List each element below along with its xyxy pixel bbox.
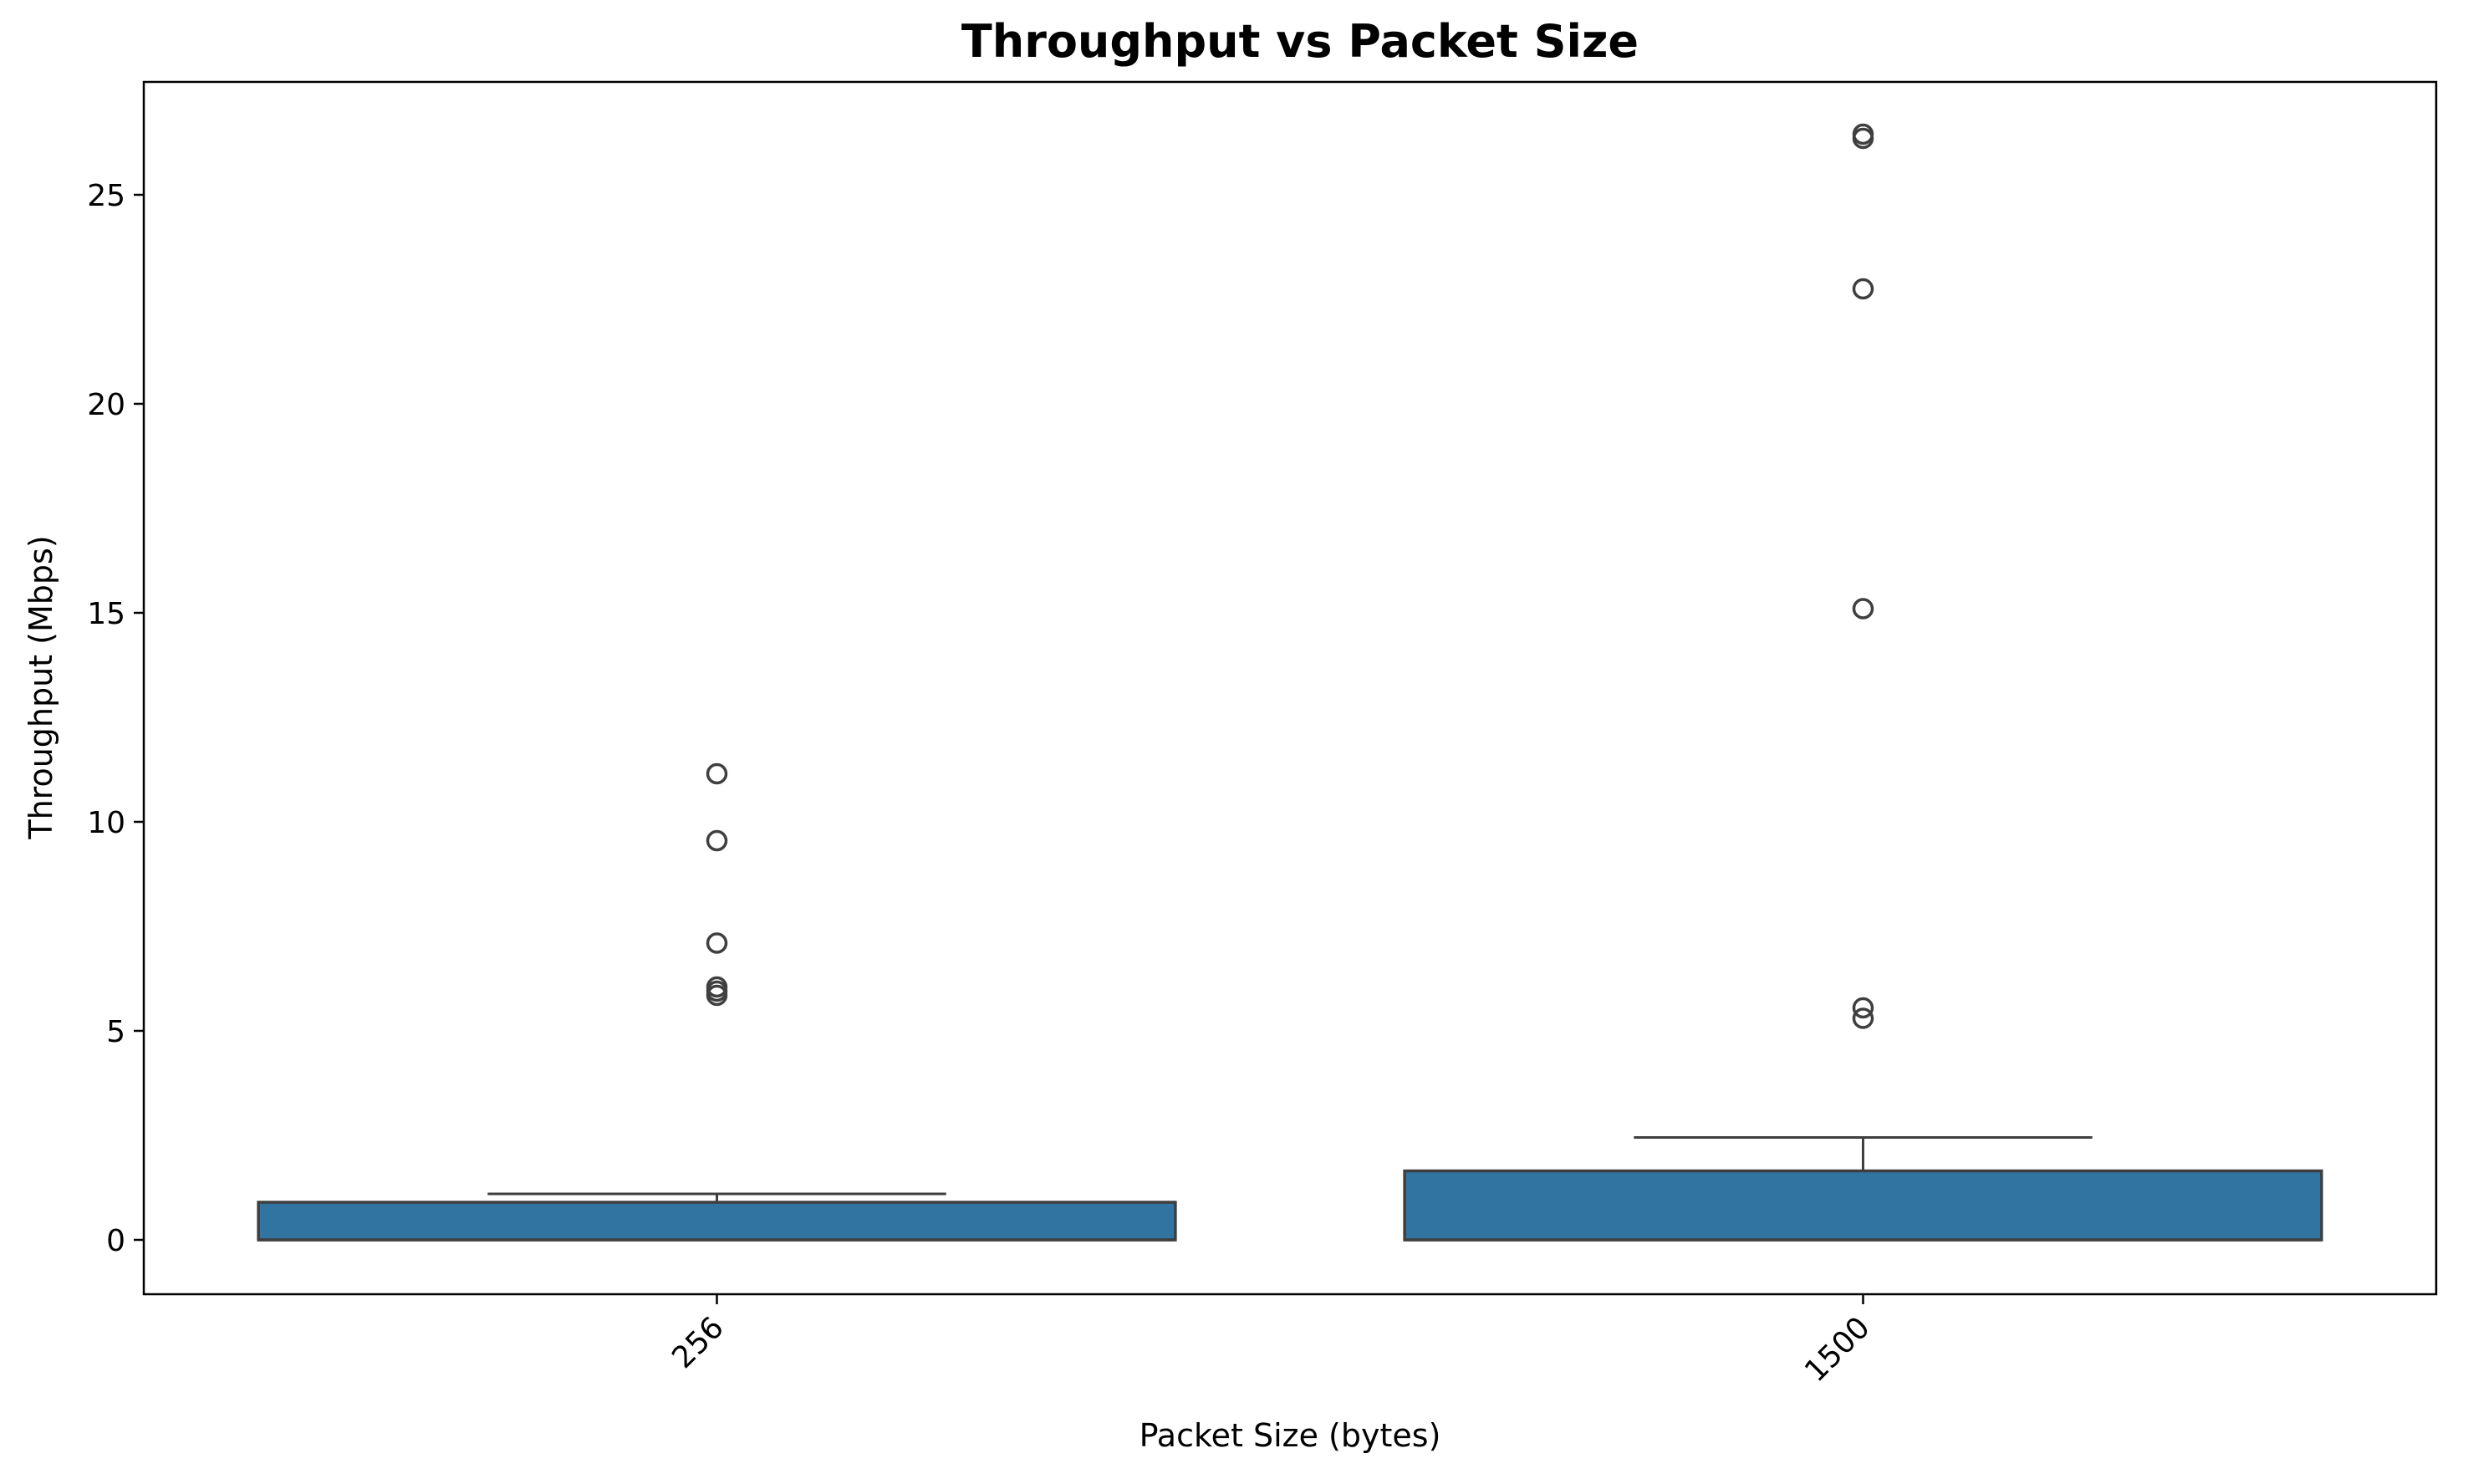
y-tick-label: 20 <box>87 388 125 422</box>
chart-title: Throughput vs Packet Size <box>961 15 1639 68</box>
outlier-point <box>1852 278 1874 300</box>
y-tick-label: 25 <box>87 179 125 213</box>
box-iqr <box>257 1201 1177 1242</box>
box-group <box>1403 123 2323 1242</box>
plot-layer <box>257 123 2323 1242</box>
x-tick-label: 1500 <box>1798 1310 1877 1389</box>
y-axis: 0 5 10 15 20 25 <box>87 179 144 1258</box>
outlier-point <box>706 932 728 954</box>
outlier-point <box>706 762 728 785</box>
x-tick-label: 256 <box>665 1310 731 1375</box>
y-axis-label: Throughput (Mbps) <box>23 535 59 839</box>
box-group <box>257 762 1177 1242</box>
y-tick-label: 15 <box>87 597 125 631</box>
outlier-point <box>706 984 728 1007</box>
outlier-point <box>1852 997 1874 1019</box>
x-axis-label: Packet Size (bytes) <box>1140 1417 1441 1454</box>
box-iqr <box>1403 1169 2323 1242</box>
y-tick-label: 0 <box>106 1224 125 1258</box>
outlier-point <box>706 829 728 852</box>
y-tick-label: 10 <box>87 806 125 840</box>
x-axis: 256 1500 <box>665 1294 1877 1389</box>
outlier-point <box>1852 1007 1874 1029</box>
plot-area-frame <box>142 80 2438 1296</box>
outlier-point <box>1852 127 1874 150</box>
outlier-point <box>1852 598 1874 620</box>
y-tick-label: 5 <box>106 1015 125 1049</box>
